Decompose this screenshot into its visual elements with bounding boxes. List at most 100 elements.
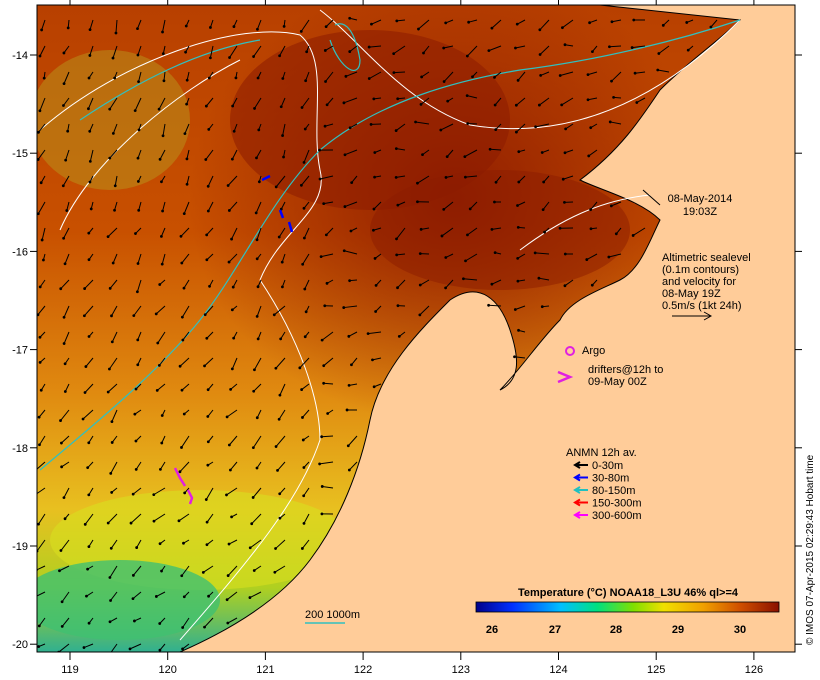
velocity-arrow <box>396 304 406 308</box>
velocity-arrow <box>488 147 502 151</box>
velocity-arrow <box>181 331 190 342</box>
velocity-arrow <box>208 279 214 288</box>
velocity-arrow <box>281 71 286 80</box>
velocity-arrow <box>60 591 70 604</box>
velocity-arrow <box>39 175 46 185</box>
velocity-arrow <box>88 149 94 163</box>
velocity-arrow <box>113 201 118 212</box>
velocity-arrow <box>232 331 238 340</box>
lat-tick-label: -19 <box>12 541 28 553</box>
velocity-arrow <box>227 253 238 264</box>
velocity-arrow <box>38 45 46 58</box>
velocity-arrow <box>494 175 502 184</box>
velocity-arrow <box>204 97 214 108</box>
velocity-arrow <box>631 227 646 237</box>
velocity-arrow <box>113 71 118 80</box>
velocity-arrow <box>61 175 70 188</box>
velocity-arrow <box>323 45 334 52</box>
velocity-arrow <box>322 357 334 368</box>
anmn-title: ANMN 12h av. <box>566 447 637 459</box>
velocity-arrow <box>87 539 94 549</box>
velocity-arrow <box>442 201 454 211</box>
velocity-arrow <box>614 227 622 236</box>
velocity-arrow <box>661 19 670 27</box>
velocity-arrow <box>206 201 214 213</box>
velocity-arrow <box>250 513 262 526</box>
velocity-arrow <box>465 45 478 58</box>
velocity-arrow <box>372 97 382 101</box>
velocity-arrow <box>709 19 718 29</box>
velocity-arrow <box>227 539 238 546</box>
colorbar-tick-label: 28 <box>610 624 622 636</box>
velocity-arrow <box>587 149 598 158</box>
velocity-arrow <box>87 331 94 338</box>
velocity-arrow <box>300 97 310 109</box>
velocity-arrow <box>64 149 70 162</box>
velocity-arrow <box>444 253 454 259</box>
velocity-arrow <box>37 305 46 317</box>
velocity-arrow <box>89 201 94 211</box>
velocity-arrow <box>418 279 430 287</box>
velocity-arrow <box>301 435 310 442</box>
velocity-arrow <box>396 97 406 101</box>
velocity-arrow <box>350 357 358 367</box>
velocity-arrow <box>226 175 238 187</box>
velocity-arrow <box>229 383 238 391</box>
velocity-arrow <box>230 227 238 241</box>
velocity-arrow <box>87 617 94 625</box>
velocity-arrow <box>251 435 262 450</box>
velocity-arrow <box>230 305 238 312</box>
velocity-arrow <box>342 249 358 255</box>
velocity-arrow <box>563 200 574 204</box>
velocity-arrow <box>607 253 622 259</box>
velocity-arrow <box>610 19 622 24</box>
velocity-arrow <box>60 617 70 628</box>
velocity-arrow <box>420 71 430 79</box>
velocity-arrow <box>158 643 166 652</box>
velocity-arrow <box>128 643 142 651</box>
velocity-arrow <box>88 175 94 184</box>
velocity-arrow <box>414 120 430 125</box>
velocity-arrow <box>180 253 190 265</box>
velocity-arrow <box>65 201 70 212</box>
velocity-arrow <box>490 19 502 30</box>
velocity-arrow <box>58 565 70 573</box>
velocity-arrow <box>274 357 286 370</box>
velocity-arrow <box>302 201 310 210</box>
velocity-arrow <box>38 97 46 113</box>
velocity-arrow <box>256 331 262 341</box>
velocity-arrow <box>300 539 310 550</box>
altimetry-note: Altimetric sealevel (0.1m contours) and … <box>662 252 751 321</box>
velocity-arrow <box>322 201 334 206</box>
velocity-arrow <box>160 435 166 445</box>
velocity-arrow <box>318 461 334 466</box>
velocity-arrow <box>516 71 526 82</box>
velocity-arrow <box>281 123 286 137</box>
velocity-arrow <box>422 45 430 55</box>
velocity-arrow <box>158 279 166 286</box>
velocity-arrow <box>181 617 190 629</box>
velocity-arrow <box>514 45 526 50</box>
lat-tick-label: -20 <box>12 639 28 651</box>
velocity-arrow <box>83 513 94 526</box>
anmn-item-label: 300-600m <box>592 510 642 522</box>
velocity-arrow <box>110 331 118 344</box>
velocity-arrow <box>38 331 46 339</box>
velocity-arrow <box>205 227 214 237</box>
velocity-arrow <box>299 19 310 33</box>
lat-tick-label: -15 <box>12 148 28 160</box>
velocity-arrow <box>656 68 670 73</box>
velocity-arrow <box>278 487 286 496</box>
velocity-arrow <box>343 149 358 157</box>
velocity-arrow <box>204 487 214 501</box>
lat-tick-label: -14 <box>12 50 28 62</box>
velocity-arrow <box>274 539 286 550</box>
colorbar-tick-label: 27 <box>549 624 561 636</box>
velocity-arrow <box>86 461 94 470</box>
velocity-arrow <box>463 175 478 179</box>
velocity-arrow <box>394 175 406 179</box>
velocity-arrow <box>179 227 190 238</box>
velocity-arrow <box>534 123 550 129</box>
velocity-arrow <box>37 149 46 161</box>
velocity-arrow <box>63 513 70 521</box>
